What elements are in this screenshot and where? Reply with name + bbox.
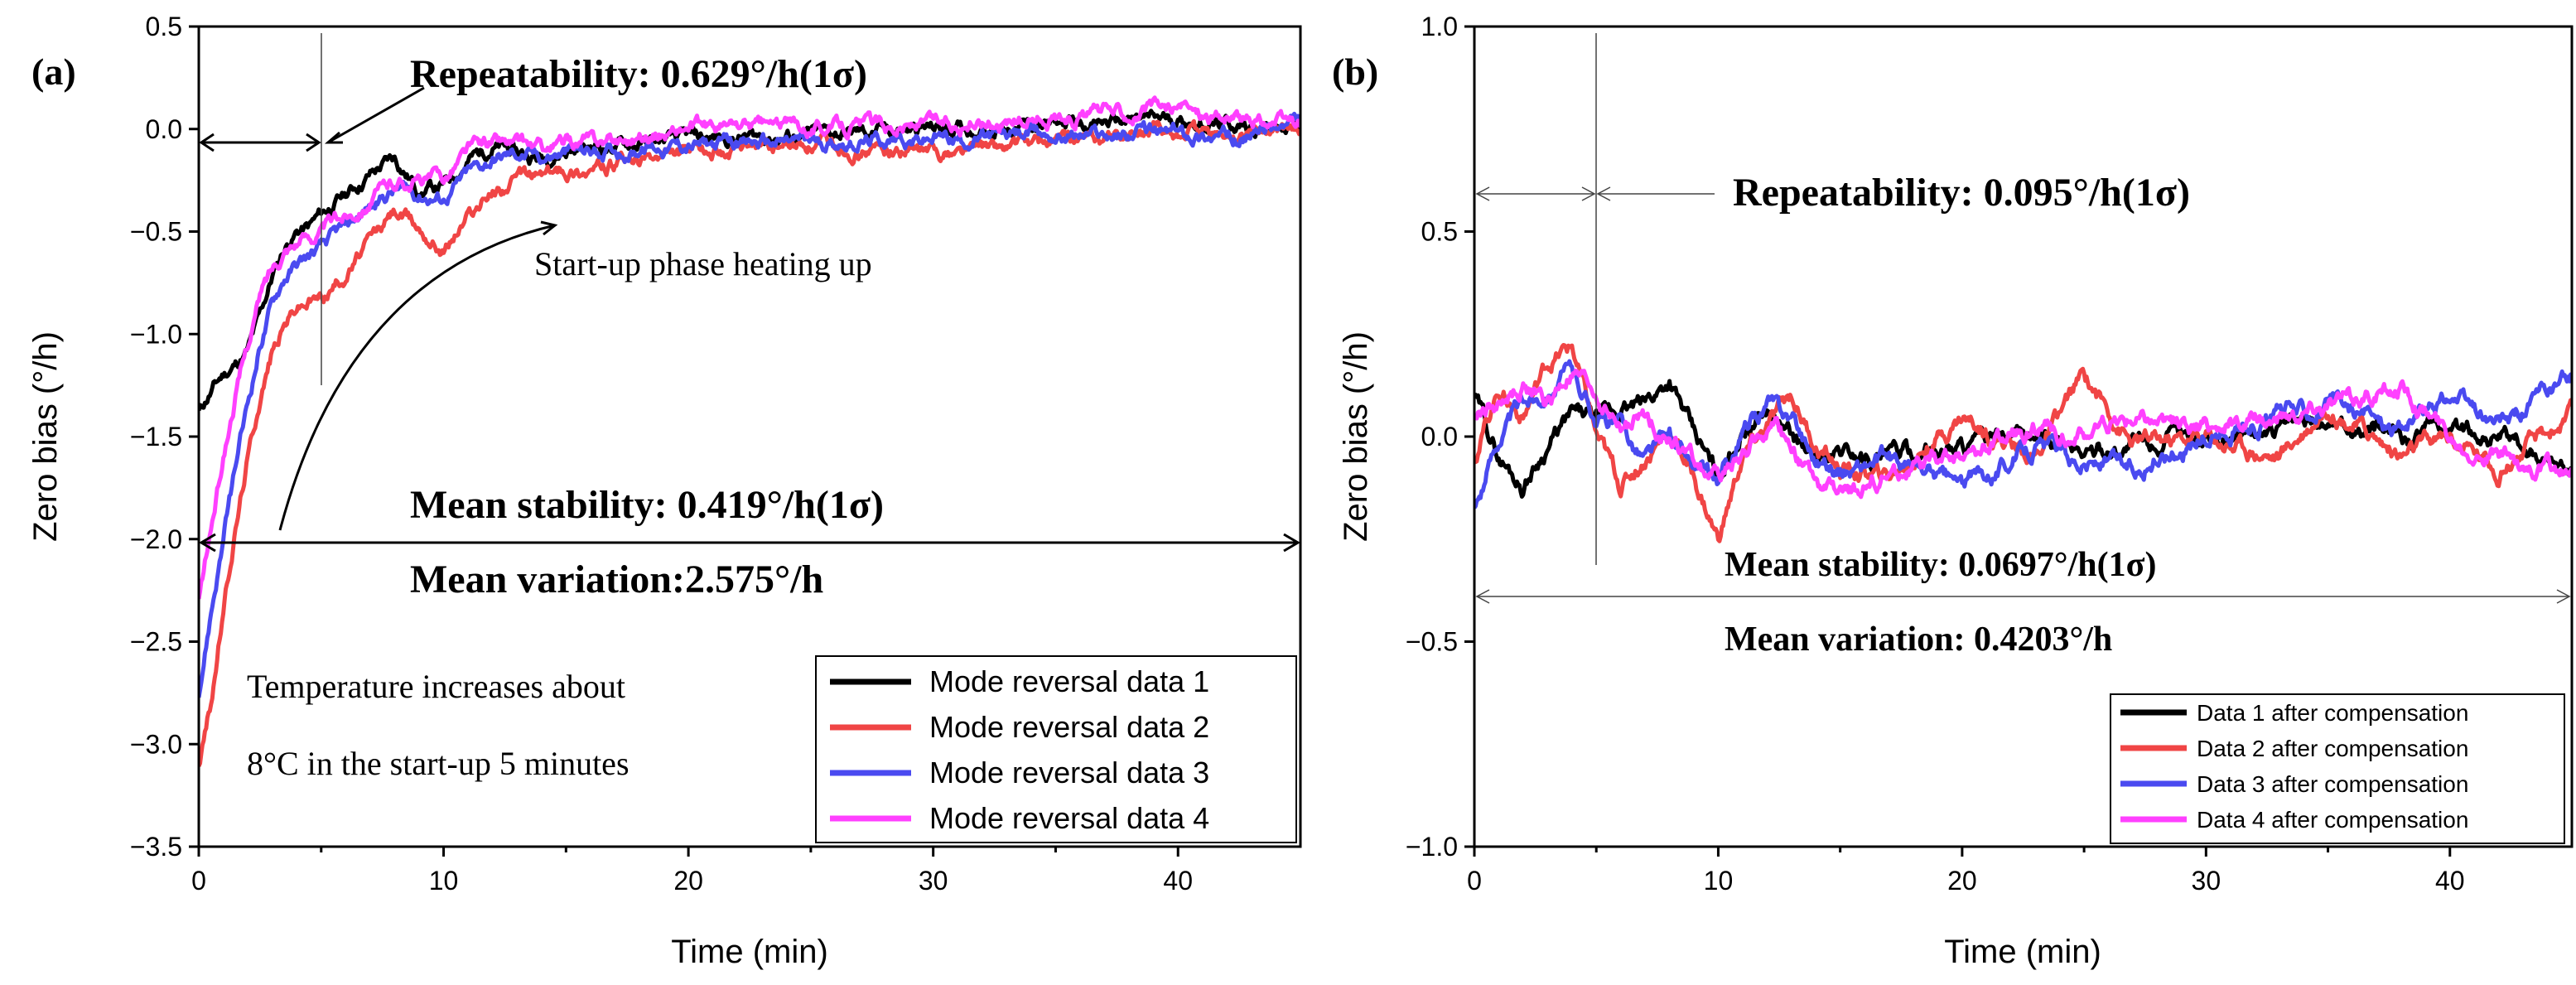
panel-a-repeatability-text: Repeatability: 0.629°/h(1σ): [410, 52, 867, 96]
series-line: [199, 118, 1300, 767]
panel-a-repeatability-arrowhead-right: [306, 133, 321, 152]
y-tick-label: 0.5: [1421, 217, 1458, 247]
panel-b-mean-arrowhead-right: [2556, 589, 2571, 604]
panel-a-startup-curve-arrow: [278, 224, 556, 531]
y-tick-label: −1.0: [130, 319, 182, 349]
legend-item: Mode reversal data 3: [830, 756, 1209, 789]
legend-label: Data 1 after compensation: [2197, 700, 2468, 726]
panel-b-x-ticks: 0 10 20 30 40: [1467, 847, 2465, 896]
panel-a-mean-stability-text: Mean stability: 0.419°/h(1σ): [410, 483, 884, 527]
panel-b-legend: Data 1 after compensation Data 2 after c…: [2110, 693, 2565, 844]
legend-label: Data 2 after compensation: [2197, 736, 2468, 761]
y-tick-label: −2.0: [130, 524, 182, 554]
panel-b-repeatability-arrowhead-left: [1475, 186, 1490, 201]
x-tick-label: 20: [673, 866, 703, 896]
panel-b-y-ticks: 1.0 0.5 0.0 −0.5 −1.0: [1406, 12, 1474, 862]
series-line: [199, 109, 1300, 412]
y-tick-label: 0.0: [1421, 422, 1458, 451]
x-tick-label: 10: [429, 866, 459, 896]
x-tick-label: 20: [1947, 866, 1977, 896]
panel-a-temperature-text-line2: 8°C in the start-up 5 minutes: [247, 745, 630, 782]
panel-b-repeatability-leader-head: [1596, 186, 1611, 201]
x-tick-label: 40: [1163, 866, 1193, 896]
panel-b-label: (b): [1332, 51, 1378, 93]
legend-item: Data 1 after compensation: [2120, 700, 2468, 726]
series-line: [1474, 368, 2572, 500]
panel-a-temperature-text-line1: Temperature increases about: [247, 668, 625, 705]
y-tick-label: −0.5: [1406, 627, 1458, 657]
panel-a-startup-arrowhead: [540, 220, 558, 236]
legend-item: Mode reversal data 1: [830, 664, 1209, 698]
panel-a-y-axis-title: Zero bias (°/h): [27, 331, 64, 542]
panel-a-repeatability-arrowhead-left: [199, 133, 215, 152]
y-tick-label: −1.5: [130, 422, 182, 451]
legend-item: Data 4 after compensation: [2120, 807, 2468, 833]
panel-a-legend: Mode reversal data 1 Mode reversal data …: [815, 655, 1297, 843]
panel-a-mean-arrowhead-left: [199, 533, 216, 553]
panel-a-mean-arrowhead-right: [1283, 533, 1300, 553]
legend-item: Mode reversal data 2: [830, 710, 1209, 744]
panel-b-repeatability-text: Repeatability: 0.095°/h(1σ): [1733, 171, 2190, 215]
x-tick-label: 10: [1704, 866, 1734, 896]
legend-label: Data 4 after compensation: [2197, 807, 2468, 833]
legend-label: Data 3 after compensation: [2197, 771, 2468, 797]
y-tick-label: −3.0: [130, 729, 182, 759]
y-tick-label: 0.5: [146, 12, 182, 41]
panel-a-x-axis-title: Time (min): [671, 934, 828, 970]
panel-a-legend-box: [815, 655, 1297, 843]
series-line: [199, 95, 1300, 600]
panel-a-series: [199, 95, 1300, 767]
legend-item: Data 3 after compensation: [2120, 771, 2468, 797]
panel-b: 0 10 20 30 40 1.0 0.5 0.0 −0.5 −1.0 (b) Time (mi…: [1332, 12, 2574, 970]
legend-label: Mode reversal data 2: [929, 710, 1209, 744]
x-tick-label: 0: [191, 866, 206, 896]
legend-label: Mode reversal data 4: [929, 801, 1209, 835]
legend-item: Data 2 after compensation: [2120, 736, 2468, 761]
panel-a-label: (a): [31, 51, 76, 93]
panel-a-repeatability-pointer: [327, 86, 425, 144]
x-tick-label: 30: [2192, 866, 2221, 896]
panel-b-mean-stability-text: Mean stability: 0.0697°/h(1σ): [1725, 546, 2156, 584]
y-tick-label: 0.0: [146, 114, 182, 144]
y-tick-label: −0.5: [130, 217, 182, 247]
panel-b-mean-arrowhead-left: [1475, 589, 1490, 604]
x-tick-label: 0: [1467, 866, 1482, 896]
legend-label: Mode reversal data 3: [929, 756, 1209, 789]
panel-a-startup-text: Start-up phase heating up: [534, 245, 872, 282]
legend-label: Mode reversal data 1: [929, 664, 1209, 698]
panel-b-y-axis-title: Zero bias (°/h): [1338, 331, 1374, 542]
panel-b-series: [1474, 343, 2572, 543]
x-tick-label: 30: [919, 866, 948, 896]
y-tick-label: −2.5: [130, 627, 182, 657]
series-line: [199, 111, 1300, 698]
panel-a: 0 10 20 30 40 0.5 0.0 −0.5 −1.0 −1.5 −2.0 −2.5 −3.0…: [27, 12, 1302, 970]
panel-a-mean-variation-text: Mean variation:2.575°/h: [410, 558, 823, 601]
panel-a-repeatability-pointer-head: [324, 131, 343, 144]
panel-a-x-ticks: 0 10 20 30 40: [191, 847, 1193, 896]
panel-b-x-axis-title: Time (min): [1944, 934, 2101, 970]
y-tick-label: −1.0: [1406, 832, 1458, 862]
panel-b-repeatability-arrowhead-right: [1581, 186, 1596, 201]
x-tick-label: 40: [2435, 866, 2465, 896]
legend-item: Mode reversal data 4: [830, 801, 1209, 835]
panel-b-mean-variation-text: Mean variation: 0.4203°/h: [1725, 620, 2112, 659]
y-tick-label: −3.5: [130, 832, 182, 862]
y-tick-label: 1.0: [1421, 12, 1458, 41]
panel-a-y-ticks: 0.5 0.0 −0.5 −1.0 −1.5 −2.0 −2.5 −3.0 −3.5: [130, 12, 199, 862]
